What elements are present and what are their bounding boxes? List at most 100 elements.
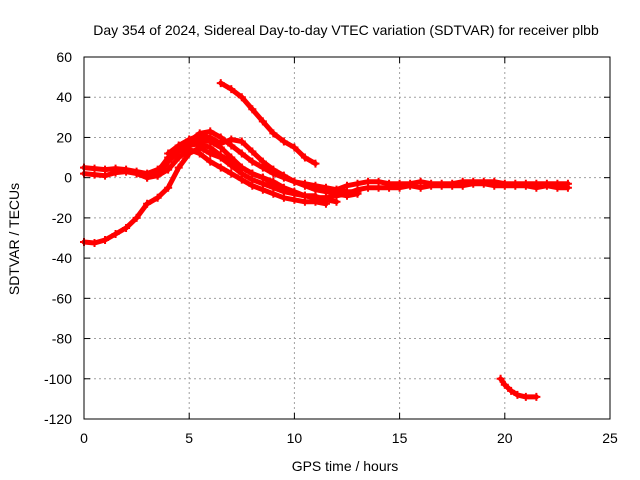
data-point bbox=[258, 117, 267, 126]
data-point bbox=[185, 135, 194, 144]
data-point bbox=[290, 189, 299, 198]
series-track-d bbox=[80, 143, 320, 248]
series-track-b bbox=[80, 145, 330, 208]
data-point bbox=[290, 143, 299, 152]
data-point bbox=[111, 229, 120, 238]
data-point bbox=[513, 390, 522, 399]
data-point bbox=[143, 199, 152, 208]
data-point bbox=[332, 191, 341, 200]
plot-frame bbox=[83, 56, 611, 420]
data-point bbox=[90, 170, 99, 179]
data-point bbox=[269, 165, 278, 174]
y-tick-label: -80 bbox=[52, 331, 72, 347]
data-point bbox=[385, 183, 394, 192]
data-point bbox=[248, 147, 257, 156]
data-point bbox=[300, 153, 309, 162]
data-point bbox=[101, 171, 110, 180]
data-point bbox=[258, 157, 267, 166]
x-tick-label: 20 bbox=[497, 430, 513, 446]
data-point bbox=[143, 173, 152, 182]
data-point bbox=[448, 181, 457, 190]
data-point bbox=[216, 79, 225, 88]
x-tick-label: 25 bbox=[602, 430, 618, 446]
data-point bbox=[542, 181, 551, 190]
data-point bbox=[258, 179, 267, 188]
series-track-i bbox=[311, 179, 572, 202]
data-point bbox=[490, 181, 499, 190]
data-point bbox=[374, 183, 383, 192]
data-point bbox=[164, 183, 173, 192]
data-point bbox=[343, 181, 351, 190]
data-point bbox=[185, 149, 194, 158]
data-point bbox=[395, 183, 404, 192]
data-point bbox=[469, 179, 478, 188]
data-point bbox=[174, 141, 183, 150]
y-tick-label: -60 bbox=[52, 290, 72, 306]
data-point bbox=[553, 183, 562, 192]
data-point bbox=[164, 157, 173, 166]
x-tick-label: 15 bbox=[392, 430, 408, 446]
data-point bbox=[195, 131, 204, 140]
data-point bbox=[353, 185, 362, 194]
x-tick-label: 0 bbox=[80, 430, 88, 446]
y-tick-label: 60 bbox=[56, 49, 72, 65]
data-point bbox=[343, 189, 351, 198]
data-point bbox=[248, 157, 257, 166]
data-point bbox=[237, 137, 246, 146]
data-point bbox=[216, 163, 225, 172]
x-axis-title: GPS time / hours bbox=[292, 458, 399, 474]
data-point bbox=[206, 149, 215, 158]
data-point bbox=[206, 157, 215, 166]
data-point bbox=[195, 143, 204, 152]
x-tick-label: 10 bbox=[287, 430, 303, 446]
data-point bbox=[507, 386, 516, 395]
axis-layer: 0 5 10 15 20 25 60 40 20 0 -20 -40 -60 -80 -100 -120 bbox=[44, 49, 618, 446]
data-point bbox=[164, 165, 173, 174]
data-point bbox=[248, 175, 257, 184]
data-point bbox=[237, 149, 246, 158]
y-tick-label: -120 bbox=[44, 411, 72, 427]
data-point bbox=[122, 223, 131, 232]
series-layer bbox=[80, 79, 572, 401]
series-track-g bbox=[216, 79, 320, 168]
data-point bbox=[311, 159, 320, 168]
data-point bbox=[521, 181, 530, 190]
data-point bbox=[174, 153, 183, 162]
data-point bbox=[132, 213, 141, 222]
data-point bbox=[227, 135, 236, 144]
data-point bbox=[279, 187, 288, 196]
data-point bbox=[500, 181, 509, 190]
data-point bbox=[458, 181, 467, 190]
data-point bbox=[364, 183, 373, 192]
data-point bbox=[206, 133, 215, 142]
data-point bbox=[227, 169, 236, 178]
chart-title: Day 354 of 2024, Sidereal Day-to-day VTE… bbox=[93, 22, 599, 38]
data-point bbox=[132, 169, 141, 178]
data-point bbox=[227, 85, 236, 94]
data-point bbox=[321, 193, 330, 202]
data-point bbox=[227, 153, 236, 162]
data-point bbox=[532, 392, 541, 401]
data-point bbox=[122, 167, 131, 176]
data-point bbox=[406, 181, 415, 190]
data-point bbox=[153, 171, 162, 180]
data-point bbox=[290, 177, 299, 186]
data-point bbox=[427, 181, 436, 190]
data-point bbox=[101, 236, 110, 245]
data-point bbox=[269, 129, 278, 138]
grid-layer bbox=[84, 57, 610, 419]
y-tick-label: 0 bbox=[64, 170, 72, 186]
data-point bbox=[248, 105, 257, 114]
data-point bbox=[153, 193, 162, 202]
data-point bbox=[216, 139, 225, 148]
data-point bbox=[563, 183, 572, 192]
y-tick-label: 20 bbox=[56, 129, 72, 145]
x-tick-label: 5 bbox=[185, 430, 193, 446]
data-point bbox=[279, 137, 288, 146]
data-point bbox=[511, 181, 520, 190]
y-tick-label: -20 bbox=[52, 210, 72, 226]
data-point bbox=[300, 191, 309, 200]
data-point bbox=[216, 153, 225, 162]
data-point bbox=[227, 161, 236, 170]
